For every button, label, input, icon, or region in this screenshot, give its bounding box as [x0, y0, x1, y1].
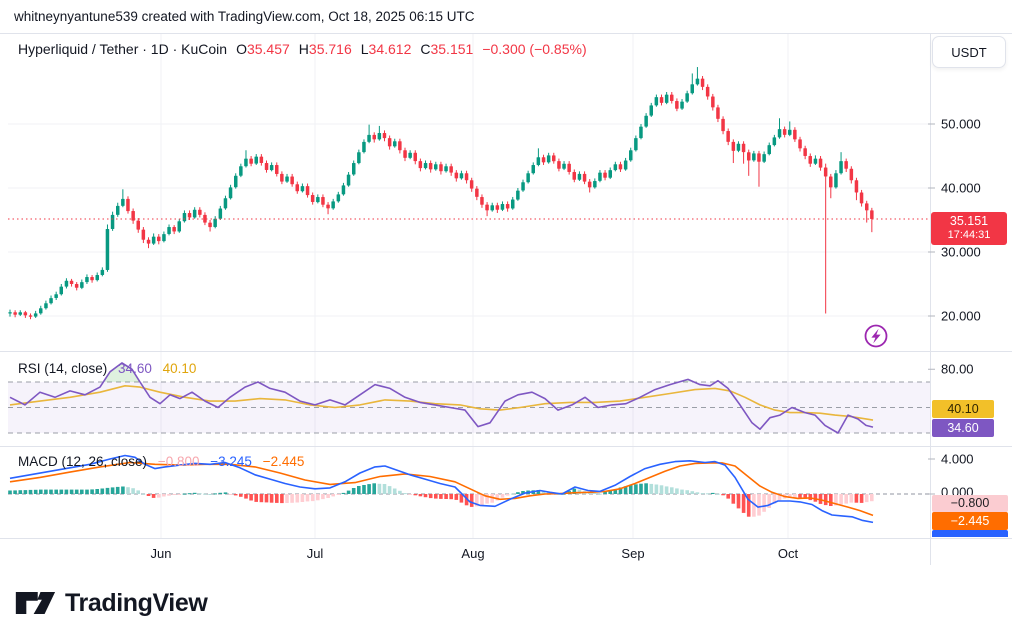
ohlc-value: 34.612 — [368, 41, 412, 57]
lightning-trade-button[interactable] — [854, 314, 898, 358]
lightning-bolt-icon — [871, 328, 881, 344]
tradingview-logo[interactable]: TradingView — [14, 586, 208, 620]
ohlc-label: C — [420, 41, 431, 57]
rsi-panel-legend: RSI (14, close) 34.60 40.10 — [18, 361, 196, 376]
macd-signal-value: −2.445 — [262, 454, 305, 469]
tradingview-logo-icon — [15, 592, 56, 614]
macd-title: MACD (12, 26, close) — [18, 454, 148, 469]
macd-line-value: −3.245 — [210, 454, 252, 469]
attribution-text: whitneynyantune539 created with TradingV… — [14, 9, 475, 24]
month-label-sep: Sep — [621, 546, 645, 561]
last-price-badge: 35.151 17:44:31 — [931, 212, 1007, 245]
macd-signal-badge: −2.445 — [932, 512, 1008, 530]
month-label-jun: Jun — [150, 546, 172, 561]
rsi-badge: 34.60 — [932, 418, 994, 437]
price-tick-40: 40.000 — [941, 180, 981, 196]
ohlc-value: 35.457 — [246, 41, 290, 57]
rsi-badge-value: 34.60 — [947, 420, 979, 435]
month-label-oct: Oct — [777, 546, 799, 561]
month-label-jul: Jul — [306, 546, 324, 561]
tradingview-logo-text: TradingView — [65, 588, 208, 617]
currency-toggle-label: USDT — [951, 44, 987, 60]
rsi-ma-badge-value: 40.10 — [947, 402, 979, 416]
macd-tick-4: 4.000 — [941, 451, 974, 467]
rsi-value: 34.60 — [118, 361, 152, 376]
macd-signal-badge-value: −2.445 — [950, 513, 990, 528]
ohlc-value: 35.716 — [308, 41, 352, 57]
macd-panel-legend: MACD (12, 26, close) −0.800 −3.245 −2.44… — [18, 454, 304, 469]
macd-hist-value: −0.800 — [157, 454, 200, 469]
ohlc-values: O35.457 H35.716 L34.612 C35.151 — [227, 41, 473, 57]
ohlc-value: 35.151 — [430, 41, 474, 57]
currency-toggle-button[interactable]: USDT — [932, 36, 1006, 68]
rsi-title: RSI (14, close) — [18, 361, 108, 376]
change-value: −0.300 (−0.85%) — [482, 41, 587, 57]
macd-line-badge — [932, 529, 1008, 537]
ohlc-label: O — [236, 41, 247, 57]
symbol-legend: Hyperliquid / Tether · 1D · KuCoin O35.45… — [18, 41, 587, 57]
ohlc-label: L — [360, 41, 369, 57]
price-tick-50: 50.000 — [941, 116, 981, 132]
rsi-ma-badge: 40.10 — [932, 400, 994, 418]
bar-countdown: 17:44:31 — [947, 229, 991, 242]
ohlc-label: H — [298, 41, 309, 57]
price-tick-20: 20.000 — [941, 308, 981, 324]
symbol-title: Hyperliquid / Tether · 1D · KuCoin — [18, 41, 228, 57]
rsi-ma-value: 40.10 — [162, 361, 197, 376]
macd-hist-badge: −0.800 — [932, 494, 1008, 512]
rsi-tick-80: 80.00 — [941, 361, 974, 377]
last-price-value: 35.151 — [949, 214, 989, 229]
macd-hist-badge-value: −0.800 — [950, 496, 990, 511]
month-label-aug: Aug — [461, 546, 485, 561]
price-tick-30: 30.000 — [941, 244, 981, 260]
